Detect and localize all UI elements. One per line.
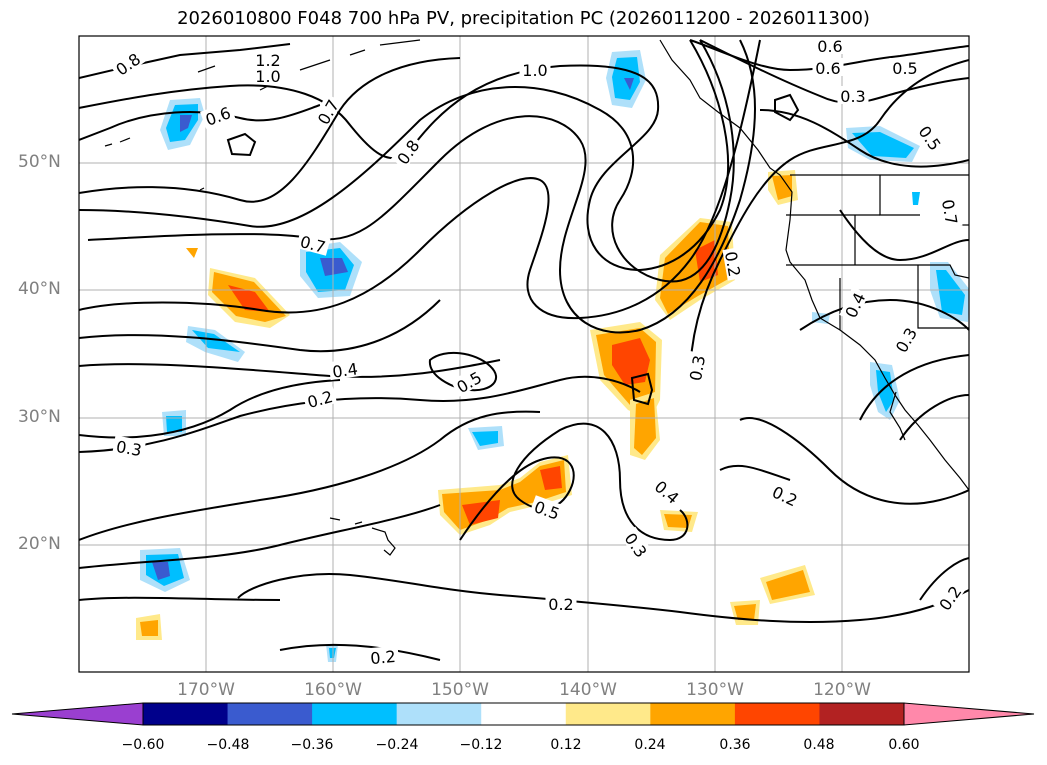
colorbar-tick: 0.36 <box>719 737 751 753</box>
lat-label-30n: 30°N <box>18 407 61 427</box>
contour-label-bg <box>914 119 948 156</box>
contour-label-bg <box>767 480 804 510</box>
contour-label-bg <box>889 58 921 76</box>
contour-label-bg <box>328 357 362 381</box>
colorbar-frame <box>142 702 905 726</box>
contour-label: 0.2 <box>548 595 573 614</box>
contour-label-bg <box>837 86 869 104</box>
colorbar-tick: −0.24 <box>375 737 419 753</box>
colorbar-tick: 0.12 <box>550 737 582 753</box>
colorbar-tick: −0.12 <box>459 737 503 753</box>
lon-label-140w: 140°W <box>559 680 617 700</box>
contour-label-bg <box>649 474 686 509</box>
colorbar-segment <box>650 703 736 725</box>
colorbar-segment <box>312 703 398 725</box>
contour-label: 0.2 <box>370 647 397 668</box>
contour-label: 0.2 <box>305 387 335 412</box>
contour-label: 0.3 <box>840 87 865 106</box>
contour-label: 0.5 <box>892 59 917 78</box>
lat-label-40n: 40°N <box>18 279 61 299</box>
colorbar-segment <box>481 703 567 725</box>
colorbar-extend-max <box>903 702 1035 726</box>
contour-label-bg <box>545 594 577 612</box>
colorbar-segment <box>143 703 229 725</box>
colorbar-tick: 0.60 <box>888 737 920 753</box>
colorbar-tick: 0.48 <box>803 737 835 753</box>
contour-label-bg <box>839 286 869 323</box>
contour-label-bg <box>390 133 424 170</box>
contour-label: 0.2 <box>721 250 744 278</box>
contour-label-bg <box>252 66 284 84</box>
contour-label-bg <box>112 435 147 459</box>
lon-label-120w: 120°W <box>813 680 871 700</box>
coastlines <box>104 39 969 556</box>
colorbar-segment <box>819 703 905 725</box>
contour-label-bg <box>684 350 708 385</box>
contour-label-bg <box>252 50 284 68</box>
contour-label-bg <box>722 246 746 281</box>
contour-label-bg <box>200 101 236 129</box>
lat-label-50n: 50°N <box>18 152 61 172</box>
lon-label-160w: 160°W <box>304 680 362 700</box>
contour-label: 0.3 <box>686 354 709 382</box>
colorbar-segment <box>565 703 651 725</box>
contour-label-bg <box>939 194 963 229</box>
contour-label-bg <box>812 58 844 76</box>
lat-label-20n: 20°N <box>18 534 61 554</box>
contour-label-bg <box>519 60 551 78</box>
lon-label-150w: 150°W <box>431 680 489 700</box>
lon-label-130w: 130°W <box>686 680 744 700</box>
map-frame <box>78 35 970 673</box>
contour-label-bg <box>529 495 565 523</box>
contour-label: 0.7 <box>938 198 961 226</box>
colorbar-tick: −0.36 <box>290 737 334 753</box>
colorbar-tick: −0.60 <box>121 737 165 753</box>
contour-label-bg <box>814 36 846 54</box>
contour-label-bg <box>932 579 966 616</box>
contour-label-bg <box>366 645 400 667</box>
contour-label: 1.0 <box>522 61 547 80</box>
colorbar <box>11 702 1035 726</box>
colorbar-tick: 0.24 <box>634 737 666 753</box>
contour-label-bg <box>295 230 331 256</box>
lon-label-170w: 170°W <box>177 680 235 700</box>
contour-label-bg <box>109 46 146 80</box>
contour-label: 0.6 <box>817 37 842 56</box>
contour-label-bg <box>620 526 654 563</box>
map-title: 2026010800 F048 700 hPa PV, precipitatio… <box>177 8 870 29</box>
colorbar-tick: −0.48 <box>206 737 250 753</box>
colorbar-segment <box>734 703 820 725</box>
contour-label: 0.4 <box>331 359 359 381</box>
contour-label: 1.0 <box>255 67 280 86</box>
contour-label: 0.6 <box>815 59 840 78</box>
colorbar-segment <box>227 703 313 725</box>
contour-label: 0.3 <box>115 437 143 460</box>
contour-label: 1.2 <box>255 51 280 70</box>
contour-label-bg <box>311 93 343 130</box>
contour-label-bg <box>450 365 487 397</box>
colorbar-segment <box>396 703 482 725</box>
contour-label-bg <box>889 321 921 358</box>
contour-label-bg <box>302 385 338 411</box>
colorbar-extend-min <box>11 702 144 726</box>
